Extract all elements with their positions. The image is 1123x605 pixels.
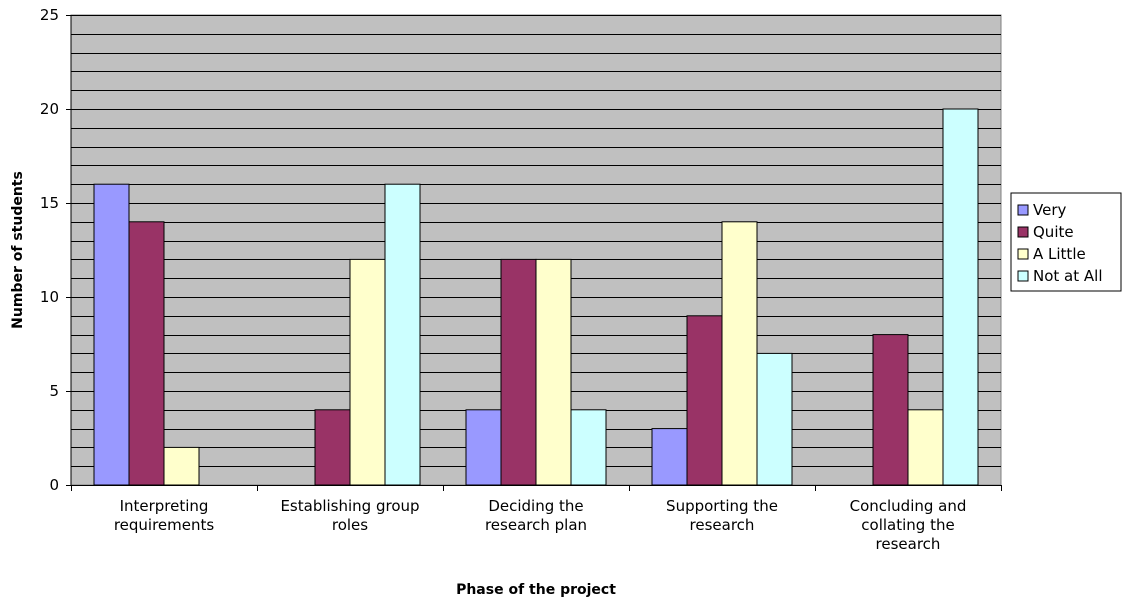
bar-quite	[872, 334, 909, 486]
bar-very	[651, 428, 688, 486]
bar-a-little	[721, 221, 758, 486]
bar-quite	[500, 258, 537, 486]
legend-label: A Little	[1033, 245, 1086, 263]
legend-label: Not at All	[1033, 267, 1103, 285]
y-tick-label: 25	[40, 6, 59, 24]
bar-not-at-all	[756, 352, 793, 486]
bar-not-at-all	[384, 183, 421, 486]
y-axis-title: Number of students	[10, 171, 26, 329]
y-tick-labels: 0 5 10 15 20 25	[40, 6, 59, 494]
bar-a-little	[163, 446, 200, 486]
bar-very	[465, 409, 502, 486]
legend: Very Quite A Little Not at All	[1010, 192, 1122, 292]
bar-not-at-all	[570, 409, 607, 486]
x-category-label: Deciding the research plan	[485, 497, 587, 534]
x-axis-title: Phase of the project	[456, 582, 616, 598]
y-tick-label: 0	[49, 476, 59, 494]
bar-not-at-all	[942, 108, 979, 486]
x-category-labels: Interpreting requirements Establishing gro…	[114, 497, 967, 553]
y-tick-label: 5	[49, 382, 59, 400]
legend-swatch	[1017, 248, 1029, 260]
y-tick-label: 15	[40, 194, 59, 212]
legend-swatch	[1017, 270, 1029, 282]
legend-label: Very	[1033, 201, 1066, 219]
bar-quite	[686, 315, 723, 486]
legend-swatch	[1017, 204, 1029, 216]
bar-a-little	[349, 258, 386, 486]
y-tick-label: 10	[40, 288, 59, 306]
bars	[93, 108, 979, 486]
bar-very	[93, 183, 130, 486]
x-category-label: Supporting the research	[666, 497, 778, 534]
legend-swatch	[1017, 226, 1029, 238]
bar-quite	[314, 409, 351, 486]
bar-a-little	[535, 258, 572, 486]
y-tick-label: 20	[40, 100, 59, 118]
legend-label: Quite	[1033, 223, 1074, 241]
bar-a-little	[907, 409, 944, 486]
axes	[66, 15, 1002, 491]
x-category-label: Interpreting requirements	[114, 497, 215, 534]
x-category-label: Establishing group roles	[280, 497, 419, 534]
x-category-label: Concluding and collating the research	[850, 497, 967, 553]
legend-box	[1010, 192, 1122, 292]
bar-quite	[128, 221, 165, 486]
